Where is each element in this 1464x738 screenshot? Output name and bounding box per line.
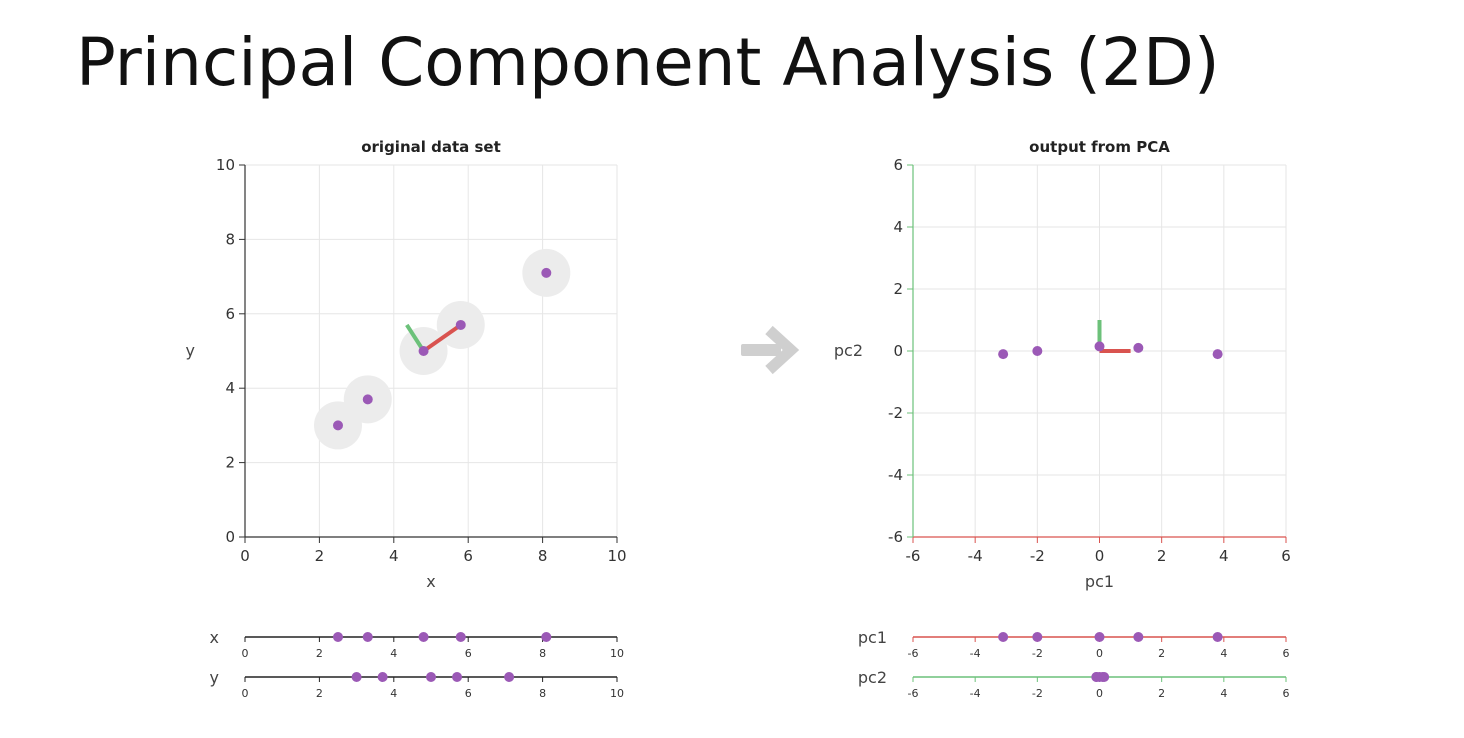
right-arrow-icon-shaft (741, 344, 781, 356)
pca-strip-x-tick-label: -4 (970, 647, 981, 660)
original-data-point (362, 394, 373, 405)
original-y-tick-label: 0 (225, 528, 235, 546)
pca-strip-x-tick-label: -2 (1032, 647, 1043, 660)
original-x-tick-label: 2 (315, 547, 325, 565)
original-strip-y-tick-label: 8 (539, 687, 546, 700)
pca-y-tick-label: -6 (888, 528, 903, 546)
original-strip-x-tick-label: 6 (465, 647, 472, 660)
pca-y-tick-label: 2 (893, 280, 903, 298)
original-y-tick-label: 8 (225, 230, 235, 248)
original-chart-title: original data set (361, 138, 501, 156)
slide-title: Principal Component Analysis (2D) (76, 24, 1220, 101)
original-strip-y-tick-label: 10 (610, 687, 624, 700)
original-x-tick-label: 4 (389, 547, 399, 565)
original-pc1-vector (422, 323, 462, 353)
pca-x-tick-label: 2 (1157, 547, 1167, 565)
pca-x-tick-label: 4 (1219, 547, 1229, 565)
pca-y-tick-label: 6 (893, 156, 903, 174)
pca-data-point (1094, 341, 1105, 352)
pca-strip-x-tick-label: -6 (908, 647, 919, 660)
original-chart: original data set 0 2 4 6 8 10 0 2 4 6 8 10 x y x 0 2 4 6 8 1… (186, 138, 627, 700)
pca-strip-y-tick-label: -6 (908, 687, 919, 700)
original-strip-x-point (333, 632, 343, 642)
original-strip-y-label: y (210, 668, 219, 687)
original-x-tick-label: 10 (607, 547, 626, 565)
original-strip-y-tick-label: 0 (242, 687, 249, 700)
pca-strip-x-tick-label: 2 (1158, 647, 1165, 660)
pca-chart-title: output from PCA (1029, 138, 1170, 156)
pca-data-point (1212, 349, 1223, 360)
right-arrow-icon-head (765, 325, 800, 375)
pca-strip-x-point (1094, 632, 1105, 642)
pca-strip-x-tick-label: 6 (1283, 647, 1290, 660)
pca-x-axis-label: pc1 (1085, 572, 1114, 591)
pca-strip-y-tick-label: -4 (970, 687, 981, 700)
original-strip-y-point (426, 672, 436, 682)
original-strip-y-point (452, 672, 463, 682)
pca-x-tick-label: 0 (1095, 547, 1105, 565)
pca-y-axis-label: pc2 (834, 341, 863, 360)
pca-strip-y-tick-label: -2 (1032, 687, 1043, 700)
original-data-point (418, 346, 429, 356)
pca-data-point (998, 349, 1009, 360)
original-x-tick-label: 0 (240, 547, 250, 565)
pca-strip-x-tick-label: 4 (1220, 647, 1227, 660)
pca-chart: output from PCA -6 -4 -2 0 2 4 6 -6 -4 -2 0 2 4 6 pc1 pc… (834, 138, 1291, 700)
original-gridlines (244, 164, 618, 538)
pca-x-tick-label: 6 (1281, 547, 1291, 565)
original-x-tick-label: 8 (538, 547, 548, 565)
pca-strip-x-point (1212, 632, 1223, 642)
original-y-tick-label: 10 (216, 156, 235, 174)
original-strip-y-point (504, 672, 515, 682)
original-y-axis-label: y (186, 341, 195, 360)
pca-strip-y-point (1091, 672, 1102, 682)
original-y-tick-label: 2 (225, 454, 235, 472)
pca-x-tick-label: -2 (1030, 547, 1045, 565)
pca-data-point (1133, 342, 1144, 353)
transition-arrow-layer (741, 325, 800, 375)
pca-strip-y-tick-label: 4 (1220, 687, 1227, 700)
original-strip-y-point (351, 672, 362, 682)
original-strip-x-tick-label: 0 (242, 647, 249, 660)
original-data-point (333, 420, 343, 431)
pca-y-tick-label: 0 (893, 342, 903, 360)
pca-strip-y-tick-label: 6 (1283, 687, 1290, 700)
pca-strip-x-tick-label: 0 (1096, 647, 1103, 660)
original-strip-x-label: x (210, 628, 219, 647)
original-pc2-vector (405, 323, 426, 353)
original-strip-y-tick-label: 4 (390, 687, 397, 700)
original-data-point (541, 267, 552, 278)
original-strip-y-tick-label: 2 (316, 687, 323, 700)
original-x-axis-label: x (426, 572, 435, 591)
pca-strip-y-tick-label: 2 (1158, 687, 1165, 700)
original-strip-y-point (377, 672, 388, 682)
pca-y-tick-label: 4 (893, 218, 903, 236)
original-strip-x-tick-label: 2 (316, 647, 323, 660)
pca-x-tick-label: -6 (906, 547, 921, 565)
pca-y-tick-label: -4 (888, 466, 903, 484)
pca-strip-y-label: pc2 (858, 668, 887, 687)
original-strip-x-tick-label: 4 (390, 647, 397, 660)
original-strip-y-tick-label: 6 (465, 687, 472, 700)
original-strip-x-point (455, 632, 466, 642)
right-arrow-icon (741, 325, 800, 375)
pca-strip-x-point (1032, 632, 1043, 642)
pca-data-point (1032, 346, 1043, 356)
original-strip-x-point (362, 632, 373, 642)
original-strip-x-point (418, 632, 429, 642)
original-strip-x-tick-label: 8 (539, 647, 546, 660)
pca-strip-x-point (1133, 632, 1144, 642)
pca-strip-y-tick-label: 0 (1096, 687, 1103, 700)
original-strip-x-point (541, 632, 552, 642)
original-y-tick-label: 4 (225, 379, 235, 397)
pca-y-tick-label: -2 (888, 404, 903, 422)
original-strip-x-tick-label: 10 (610, 647, 624, 660)
pca-x-tick-label: -4 (968, 547, 983, 565)
original-y-tick-label: 6 (225, 305, 235, 323)
pca-strip-x-point (998, 632, 1009, 642)
original-x-tick-label: 6 (463, 547, 473, 565)
original-data-point (455, 319, 466, 330)
pca-strip-x-label: pc1 (858, 628, 887, 647)
